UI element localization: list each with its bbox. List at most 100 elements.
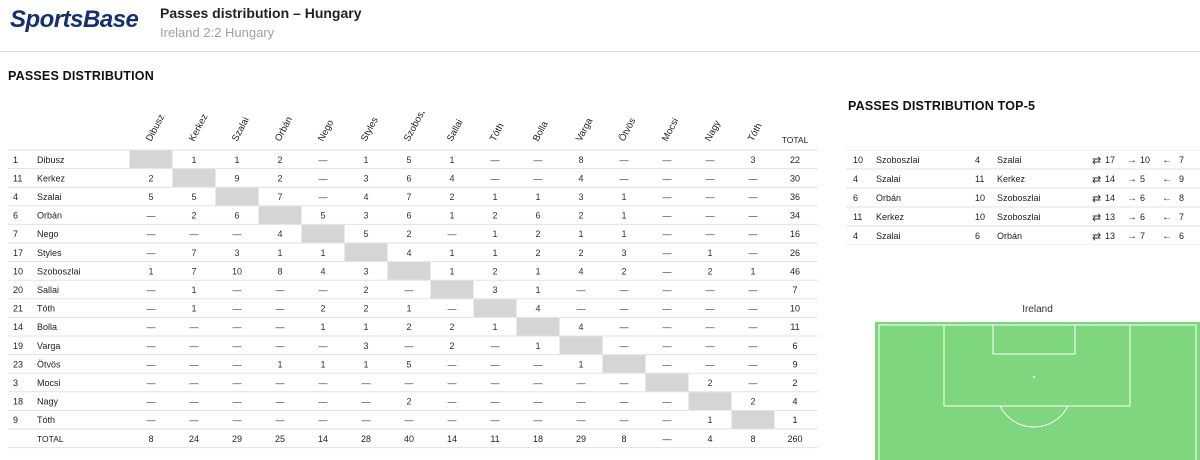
matrix-cell-value: 6 (234, 211, 239, 221)
matrix-cell-value: — (491, 359, 500, 369)
matrix-row-player: Nagy (37, 397, 59, 407)
matrix-cell-value: — (147, 304, 156, 314)
matrix-cell-value: 1 (535, 266, 540, 276)
matrix-cell-value: — (147, 285, 156, 295)
matrix-cell-value: — (233, 304, 242, 314)
matrix-column-header: Varga (574, 116, 596, 144)
matrix-cell-value: — (620, 378, 629, 388)
matrix-cell-value: — (706, 359, 715, 369)
matrix-total-row-label: TOTAL (37, 434, 64, 444)
matrix-column-total: 24 (189, 434, 199, 444)
matrix-row-total: 11 (790, 322, 799, 332)
top5-player1-name: Kerkez (876, 212, 905, 222)
top5-player1-name: Orbán (876, 193, 901, 203)
matrix-cell-value: — (362, 397, 371, 407)
matrix-cell-value: — (706, 341, 715, 351)
matrix-cell-value: — (190, 359, 199, 369)
matrix-cell-value: 2 (449, 341, 454, 351)
matrix-cell-value: 1 (750, 266, 755, 276)
matrix-diagonal-cell (344, 243, 388, 262)
top5-both-count: 13 (1105, 231, 1115, 241)
matrix-column-total: — (663, 434, 672, 444)
arrow-left-icon: ← (1162, 193, 1172, 204)
matrix-cell-value: 2 (707, 266, 712, 276)
matrix-cell-value: — (147, 378, 156, 388)
sportsbase-logo[interactable]: SportsBase (10, 6, 139, 33)
matrix-row-number: 18 (13, 397, 23, 407)
matrix-cell-value: 1 (277, 359, 282, 369)
matrix-cell-value: 5 (363, 229, 368, 239)
matrix-cell-value: 7 (406, 192, 411, 202)
matrix-diagonal-cell (645, 373, 689, 392)
matrix-cell-value: — (233, 378, 242, 388)
top5-player2-name: Szalai (997, 155, 1022, 165)
both-ways-icon: ⇄ (1092, 212, 1101, 224)
matrix-column-header: Tóth (488, 121, 507, 143)
top5-player2-number: 10 (975, 193, 985, 203)
matrix-cell-value: 1 (363, 359, 368, 369)
matrix-row-player: Nego (37, 229, 59, 239)
both-ways-icon: ⇄ (1092, 155, 1101, 167)
matrix-cell-value: — (663, 285, 672, 295)
matrix-cell-value: — (319, 378, 328, 388)
matrix-cell-value: 3 (234, 248, 239, 258)
matrix-column-header: Nego (316, 118, 336, 143)
matrix-cell-value: 6 (406, 173, 411, 183)
top5-player1-number: 11 (853, 212, 862, 222)
both-ways-icon: ⇄ (1092, 174, 1101, 186)
matrix-cell-value: — (663, 304, 672, 314)
matrix-cell-value: — (749, 285, 758, 295)
matrix-cell-value: 7 (191, 248, 196, 258)
matrix-cell-value: 2 (621, 266, 626, 276)
top5-right-count: 10 (1140, 155, 1150, 165)
matrix-row-player: Szalai (37, 192, 62, 202)
matrix-cell-value: 10 (232, 266, 242, 276)
matrix-cell-value: — (663, 266, 672, 276)
matrix-diagonal-cell (473, 299, 517, 317)
matrix-cell-value: 1 (363, 322, 368, 332)
top5-player2-number: 6 (975, 231, 980, 241)
football-pitch[interactable] (875, 322, 1200, 460)
matrix-cell-value: — (620, 173, 629, 183)
matrix-cell-value: — (749, 211, 758, 221)
matrix-cell-value: — (663, 155, 672, 165)
matrix-cell-value: — (405, 285, 414, 295)
matrix-cell-value: — (577, 378, 586, 388)
matrix-cell-value: 1 (191, 304, 196, 314)
matrix-cell-value: 2 (363, 304, 368, 314)
both-ways-icon: ⇄ (1092, 231, 1101, 243)
penalty-arc (999, 405, 1069, 428)
matrix-cell-value: — (663, 322, 672, 332)
matrix-cell-value: — (706, 192, 715, 202)
penalty-spot (1032, 375, 1036, 379)
matrix-column-header: Bolla (531, 119, 551, 143)
matrix-cell-value: 4 (406, 248, 411, 258)
matrix-row-player: Szoboszlai (37, 266, 81, 276)
matrix-row-number: 1 (13, 155, 18, 165)
matrix-cell-value: — (663, 397, 672, 407)
matrix-cell-value: 1 (449, 248, 454, 258)
top5-both-count: 13 (1105, 212, 1115, 222)
matrix-row-player: Sallai (37, 285, 59, 295)
arrow-left-icon: ← (1162, 231, 1172, 242)
matrix-row-total: 2 (792, 378, 797, 388)
matrix-cell-value: — (663, 211, 672, 221)
matrix-cell-value: 2 (578, 248, 583, 258)
matrix-column-header: Szoboszlai (402, 112, 433, 143)
matrix-cell-value: — (147, 397, 156, 407)
matrix-cell-value: 2 (535, 248, 540, 258)
matrix-column-total: 11 (490, 434, 499, 444)
matrix-cell-value: — (749, 378, 758, 388)
matrix-row-total: 10 (790, 304, 800, 314)
matrix-cell-value: — (749, 229, 758, 239)
matrix-cell-value: — (749, 248, 758, 258)
matrix-column-total: 8 (621, 434, 626, 444)
matrix-cell-value: 2 (492, 266, 497, 276)
matrix-row-total: 22 (790, 155, 800, 165)
matrix-cell-value: — (534, 397, 543, 407)
matrix-cell-value: — (706, 285, 715, 295)
matrix-cell-value: — (276, 322, 285, 332)
top5-right-count: 6 (1140, 212, 1145, 222)
top5-player2-name: Szoboszlai (997, 212, 1041, 222)
matrix-column-total: 28 (361, 434, 371, 444)
